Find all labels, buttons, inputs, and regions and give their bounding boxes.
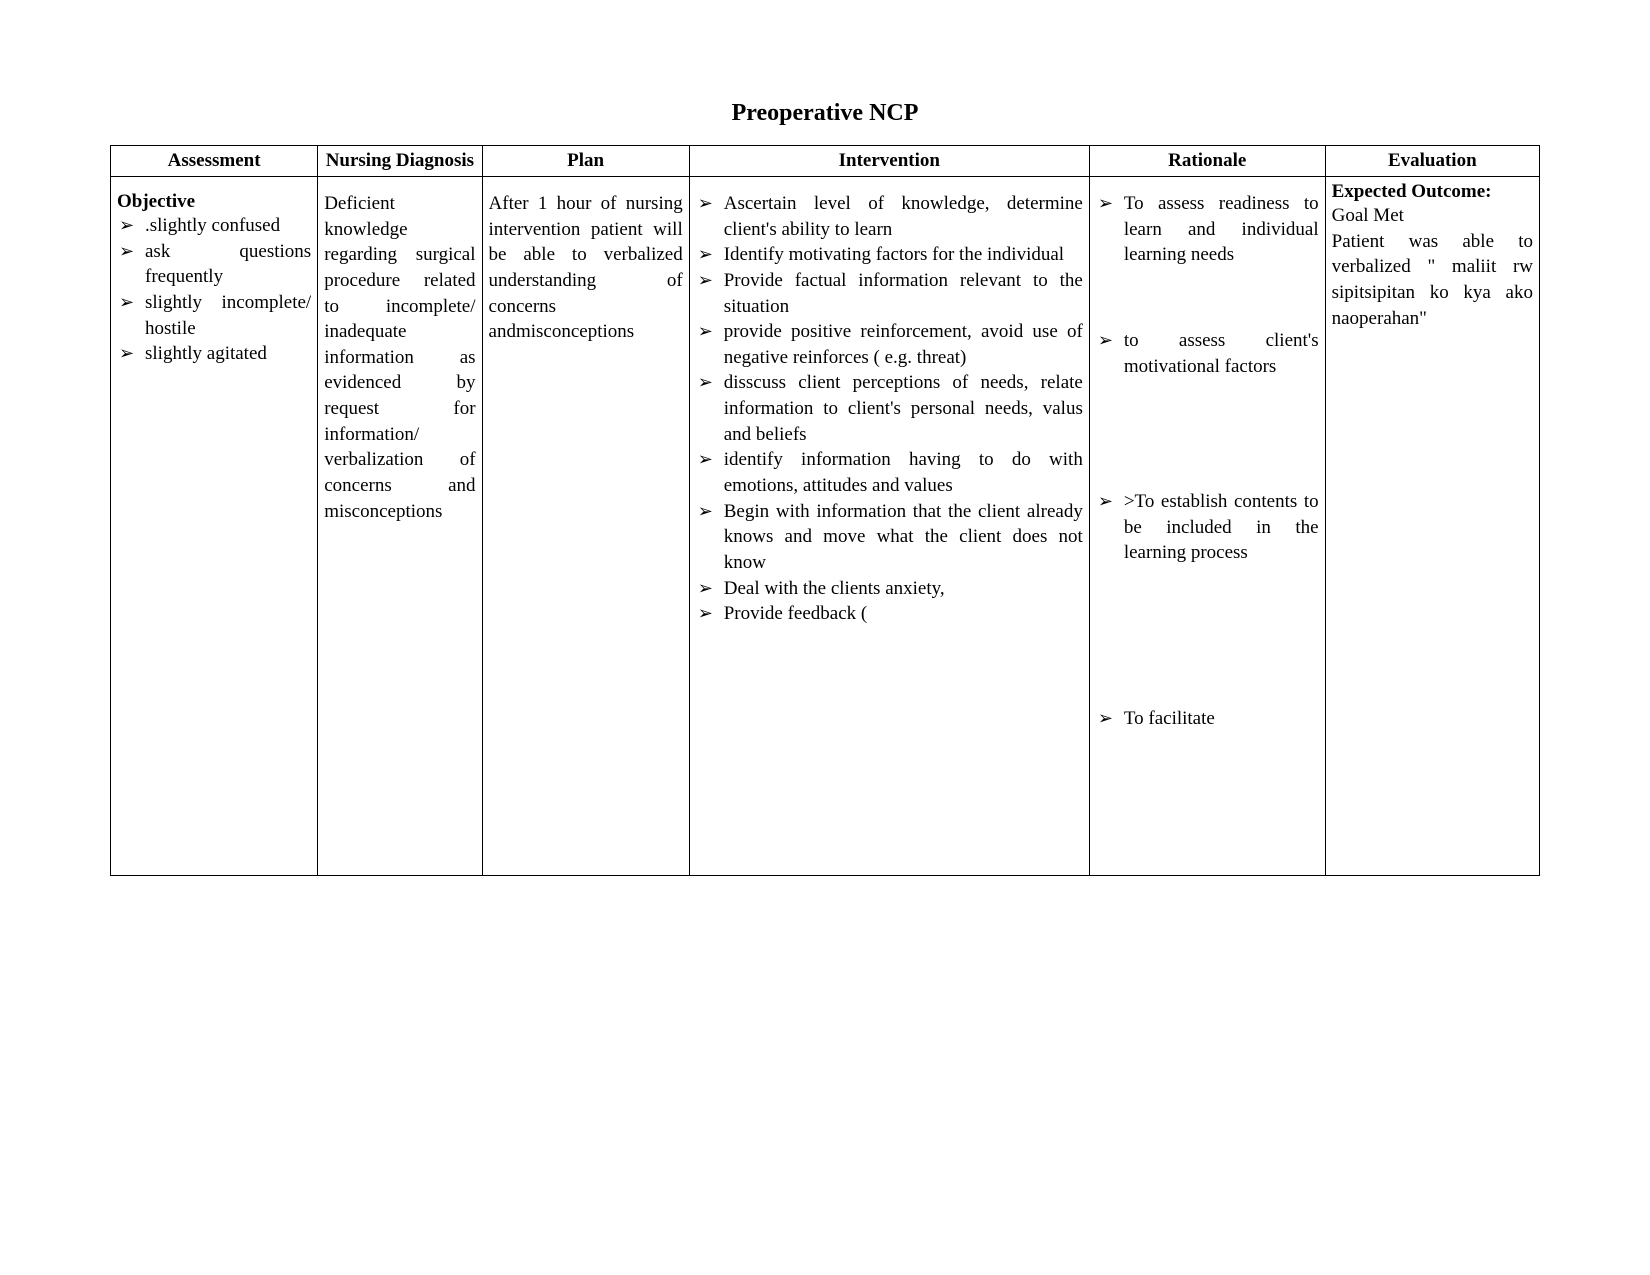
ncp-table: Assessment Nursing Diagnosis Plan Interv… bbox=[110, 145, 1540, 876]
col-assessment: Assessment bbox=[111, 146, 318, 177]
list-item: to assess client's motivational factors bbox=[1096, 328, 1319, 379]
document-page: Preoperative NCP Assessment Nursing Diag… bbox=[0, 0, 1650, 876]
list-item: provide positive reinforcement, avoid us… bbox=[724, 319, 1083, 370]
list-item: Deal with the clients anxiety, bbox=[724, 576, 1083, 602]
list-item: To assess readiness to learn and individ… bbox=[1096, 191, 1319, 268]
list-item: identify information having to do with e… bbox=[724, 447, 1083, 498]
list-item: >To establish contents to be included in… bbox=[1096, 489, 1319, 566]
table-row: Objective .slightly confused ask questio… bbox=[111, 177, 1540, 876]
evaluation-heading: Expected Outcome: bbox=[1332, 181, 1533, 203]
intervention-list: Ascertain level of knowledge, determine … bbox=[696, 191, 1083, 627]
cell-assessment: Objective .slightly confused ask questio… bbox=[111, 177, 318, 876]
plan-text: After 1 hour of nursing intervention pat… bbox=[489, 191, 683, 345]
assessment-list: .slightly confused ask questions frequen… bbox=[117, 213, 311, 367]
col-diagnosis: Nursing Diagnosis bbox=[318, 146, 482, 177]
col-plan: Plan bbox=[482, 146, 689, 177]
cell-diagnosis: Deficient knowledge regarding surgical p… bbox=[318, 177, 482, 876]
list-item: Provide factual information relevant to … bbox=[724, 268, 1083, 319]
col-intervention: Intervention bbox=[689, 146, 1089, 177]
col-evaluation: Evaluation bbox=[1325, 146, 1539, 177]
list-item: Ascertain level of knowledge, determine … bbox=[724, 191, 1083, 242]
cell-evaluation: Expected Outcome: Goal Met Patient was a… bbox=[1325, 177, 1539, 876]
list-item: disscuss client perceptions of needs, re… bbox=[724, 370, 1083, 447]
list-item: slightly incomplete/ hostile bbox=[145, 290, 311, 341]
list-item: To facilitate bbox=[1096, 706, 1319, 732]
table-header-row: Assessment Nursing Diagnosis Plan Interv… bbox=[111, 146, 1540, 177]
evaluation-body: Patient was able to verbalized " maliit … bbox=[1332, 229, 1533, 332]
list-item: ask questions frequently bbox=[145, 239, 311, 290]
page-title: Preoperative NCP bbox=[110, 100, 1540, 127]
list-item: .slightly confused bbox=[145, 213, 311, 239]
col-rationale: Rationale bbox=[1089, 146, 1325, 177]
cell-rationale: To assess readiness to learn and individ… bbox=[1089, 177, 1325, 876]
list-item: slightly agitated bbox=[145, 341, 311, 367]
evaluation-goal: Goal Met bbox=[1332, 203, 1533, 229]
diagnosis-text: Deficient knowledge regarding surgical p… bbox=[324, 191, 475, 524]
cell-plan: After 1 hour of nursing intervention pat… bbox=[482, 177, 689, 876]
list-item: Provide feedback ( bbox=[724, 601, 1083, 627]
list-item: Begin with information that the client a… bbox=[724, 499, 1083, 576]
assessment-heading: Objective bbox=[117, 191, 311, 213]
list-item: Identify motivating factors for the indi… bbox=[724, 242, 1083, 268]
cell-intervention: Ascertain level of knowledge, determine … bbox=[689, 177, 1089, 876]
